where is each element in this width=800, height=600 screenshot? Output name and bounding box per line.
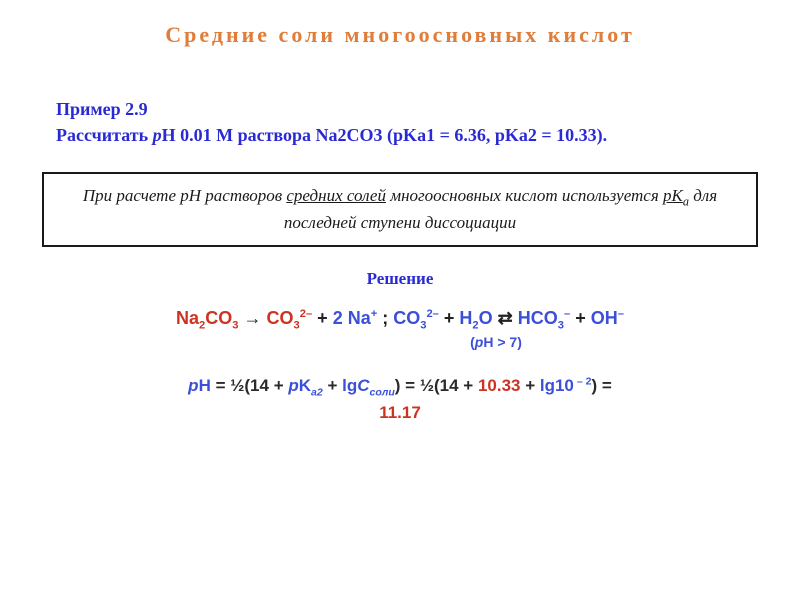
reaction-equation: Na2CO3 → CO32– + 2 Na+ ; CO32– + H2O ⇄ H…: [40, 305, 760, 334]
example-number: Пример 2.9: [56, 99, 148, 119]
rule-box: При расчете рН растворов средних солей м…: [42, 172, 758, 246]
ph-note: (pH > 7): [0, 334, 800, 350]
ph-formula: pH = ½(14 + pKa2 + lgCсоли) = ½(14 + 10.…: [36, 372, 764, 401]
ph-result: 11.17: [0, 403, 800, 423]
solution-label: Решение: [0, 269, 800, 289]
slide: Средние соли многоосновных кислот Пример…: [0, 0, 800, 600]
problem-statement: Пример 2.9 Рассчитать pH 0.01 M раствора…: [56, 96, 744, 148]
problem-text: Рассчитать pH 0.01 M раствора Na2CO3 (pK…: [56, 125, 607, 145]
slide-title: Средние соли многоосновных кислот: [0, 22, 800, 48]
